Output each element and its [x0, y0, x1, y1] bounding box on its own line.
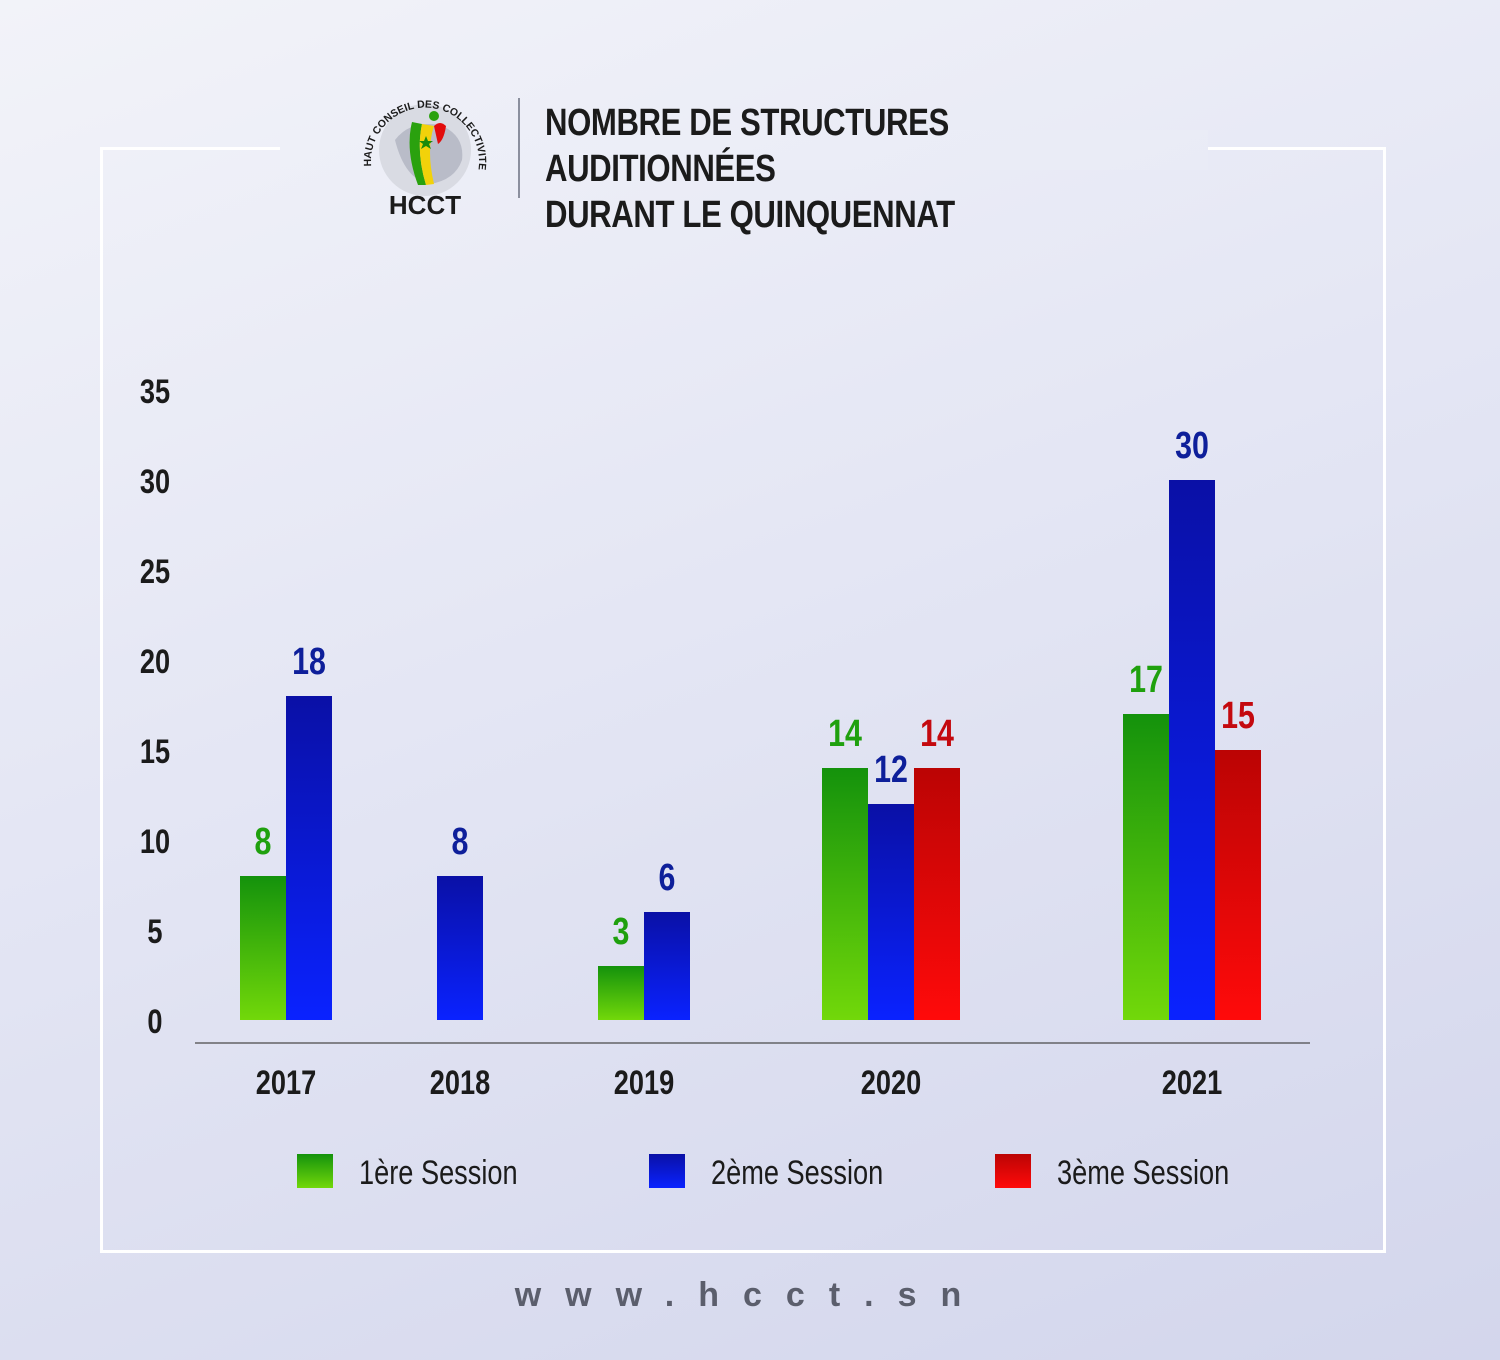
bars: [240, 480, 1261, 1020]
y-tick-label: 30: [140, 462, 170, 501]
y-tick-label: 0: [147, 1002, 162, 1041]
x-tick-label: 2018: [430, 1063, 490, 1102]
chart-title-line2: DURANT LE QUINQUENNAT: [545, 194, 955, 236]
bar-2019-session2: [644, 912, 690, 1020]
data-label-2020-session3: 14: [920, 713, 954, 755]
y-tick-label: 25: [140, 552, 170, 591]
y-tick-label: 35: [140, 372, 170, 411]
data-label-2020-session1: 14: [828, 713, 862, 755]
legend-swatch-session1: [297, 1154, 333, 1188]
legend-swatch-session3: [995, 1154, 1031, 1188]
bar-2020-session1: [822, 768, 868, 1020]
y-tick-label: 20: [140, 642, 170, 681]
data-label-2021-session1: 17: [1129, 659, 1163, 701]
data-label-2017-session2: 18: [292, 641, 326, 683]
chart-title-line1: NOMBRE DE STRUCTURES AUDITIONNÉES: [545, 102, 949, 190]
bar-2017-session1: [240, 876, 286, 1020]
x-tick-label: 2020: [861, 1063, 921, 1102]
data-label-2020-session2: 12: [874, 749, 908, 791]
data-label-2019-session1: 3: [613, 911, 630, 953]
legend-label-session2: 2ème Session: [711, 1153, 883, 1192]
data-label-2019-session2: 6: [659, 857, 676, 899]
bar-2020-session2: [868, 804, 914, 1020]
data-label-2021-session2: 30: [1175, 425, 1209, 467]
bar-2017-session2: [286, 696, 332, 1020]
website-url: www.hcct.sn: [514, 1276, 986, 1314]
data-label-2021-session3: 15: [1221, 695, 1255, 737]
hcct-logo: HAUT CONSEIL DES COLLECTIVITES TERRITORI…: [350, 80, 488, 220]
legend-label-session1: 1ère Session: [359, 1153, 518, 1192]
logo-red-band: [434, 123, 446, 144]
bar-2021-session3: [1215, 750, 1261, 1020]
bar-2019-session1: [598, 966, 644, 1020]
y-tick-label: 5: [147, 912, 162, 951]
value-labels: 8 18 8 36 14 12 14 17 30 15: [255, 425, 1255, 953]
bar-2020-session3: [914, 768, 960, 1020]
logo-hcct-text: HCCT: [389, 190, 461, 220]
y-tick-label: 15: [140, 732, 170, 771]
bar-2018-session2: [437, 876, 483, 1020]
logo-yellow-band: [419, 124, 434, 185]
logo-star: [419, 136, 433, 149]
legend-swatch-session2: [649, 1154, 685, 1188]
header-divider: [518, 98, 520, 198]
y-axis-ticks: 0 5 10 15 20 25 30 35: [140, 372, 170, 1041]
y-tick-label: 10: [140, 822, 170, 861]
x-axis-ticks: 2017 2018 2019 2020 2021: [256, 1063, 1222, 1102]
x-tick-label: 2021: [1162, 1063, 1222, 1102]
logo-dot: [429, 111, 439, 121]
chart-title: NOMBRE DE STRUCTURES AUDITIONNÉES DURANT…: [545, 100, 1119, 238]
logo-green-band: [409, 122, 426, 185]
bar-2021-session2: [1169, 480, 1215, 1020]
x-tick-label: 2019: [614, 1063, 674, 1102]
legend: 1ère Session 2ème Session 3ème Session: [297, 1153, 1229, 1192]
x-tick-label: 2017: [256, 1063, 316, 1102]
data-label-2018-session2: 8: [452, 821, 469, 863]
bar-2021-session1: [1123, 714, 1169, 1020]
data-label-2017-session1: 8: [255, 821, 272, 863]
legend-label-session3: 3ème Session: [1057, 1153, 1229, 1192]
